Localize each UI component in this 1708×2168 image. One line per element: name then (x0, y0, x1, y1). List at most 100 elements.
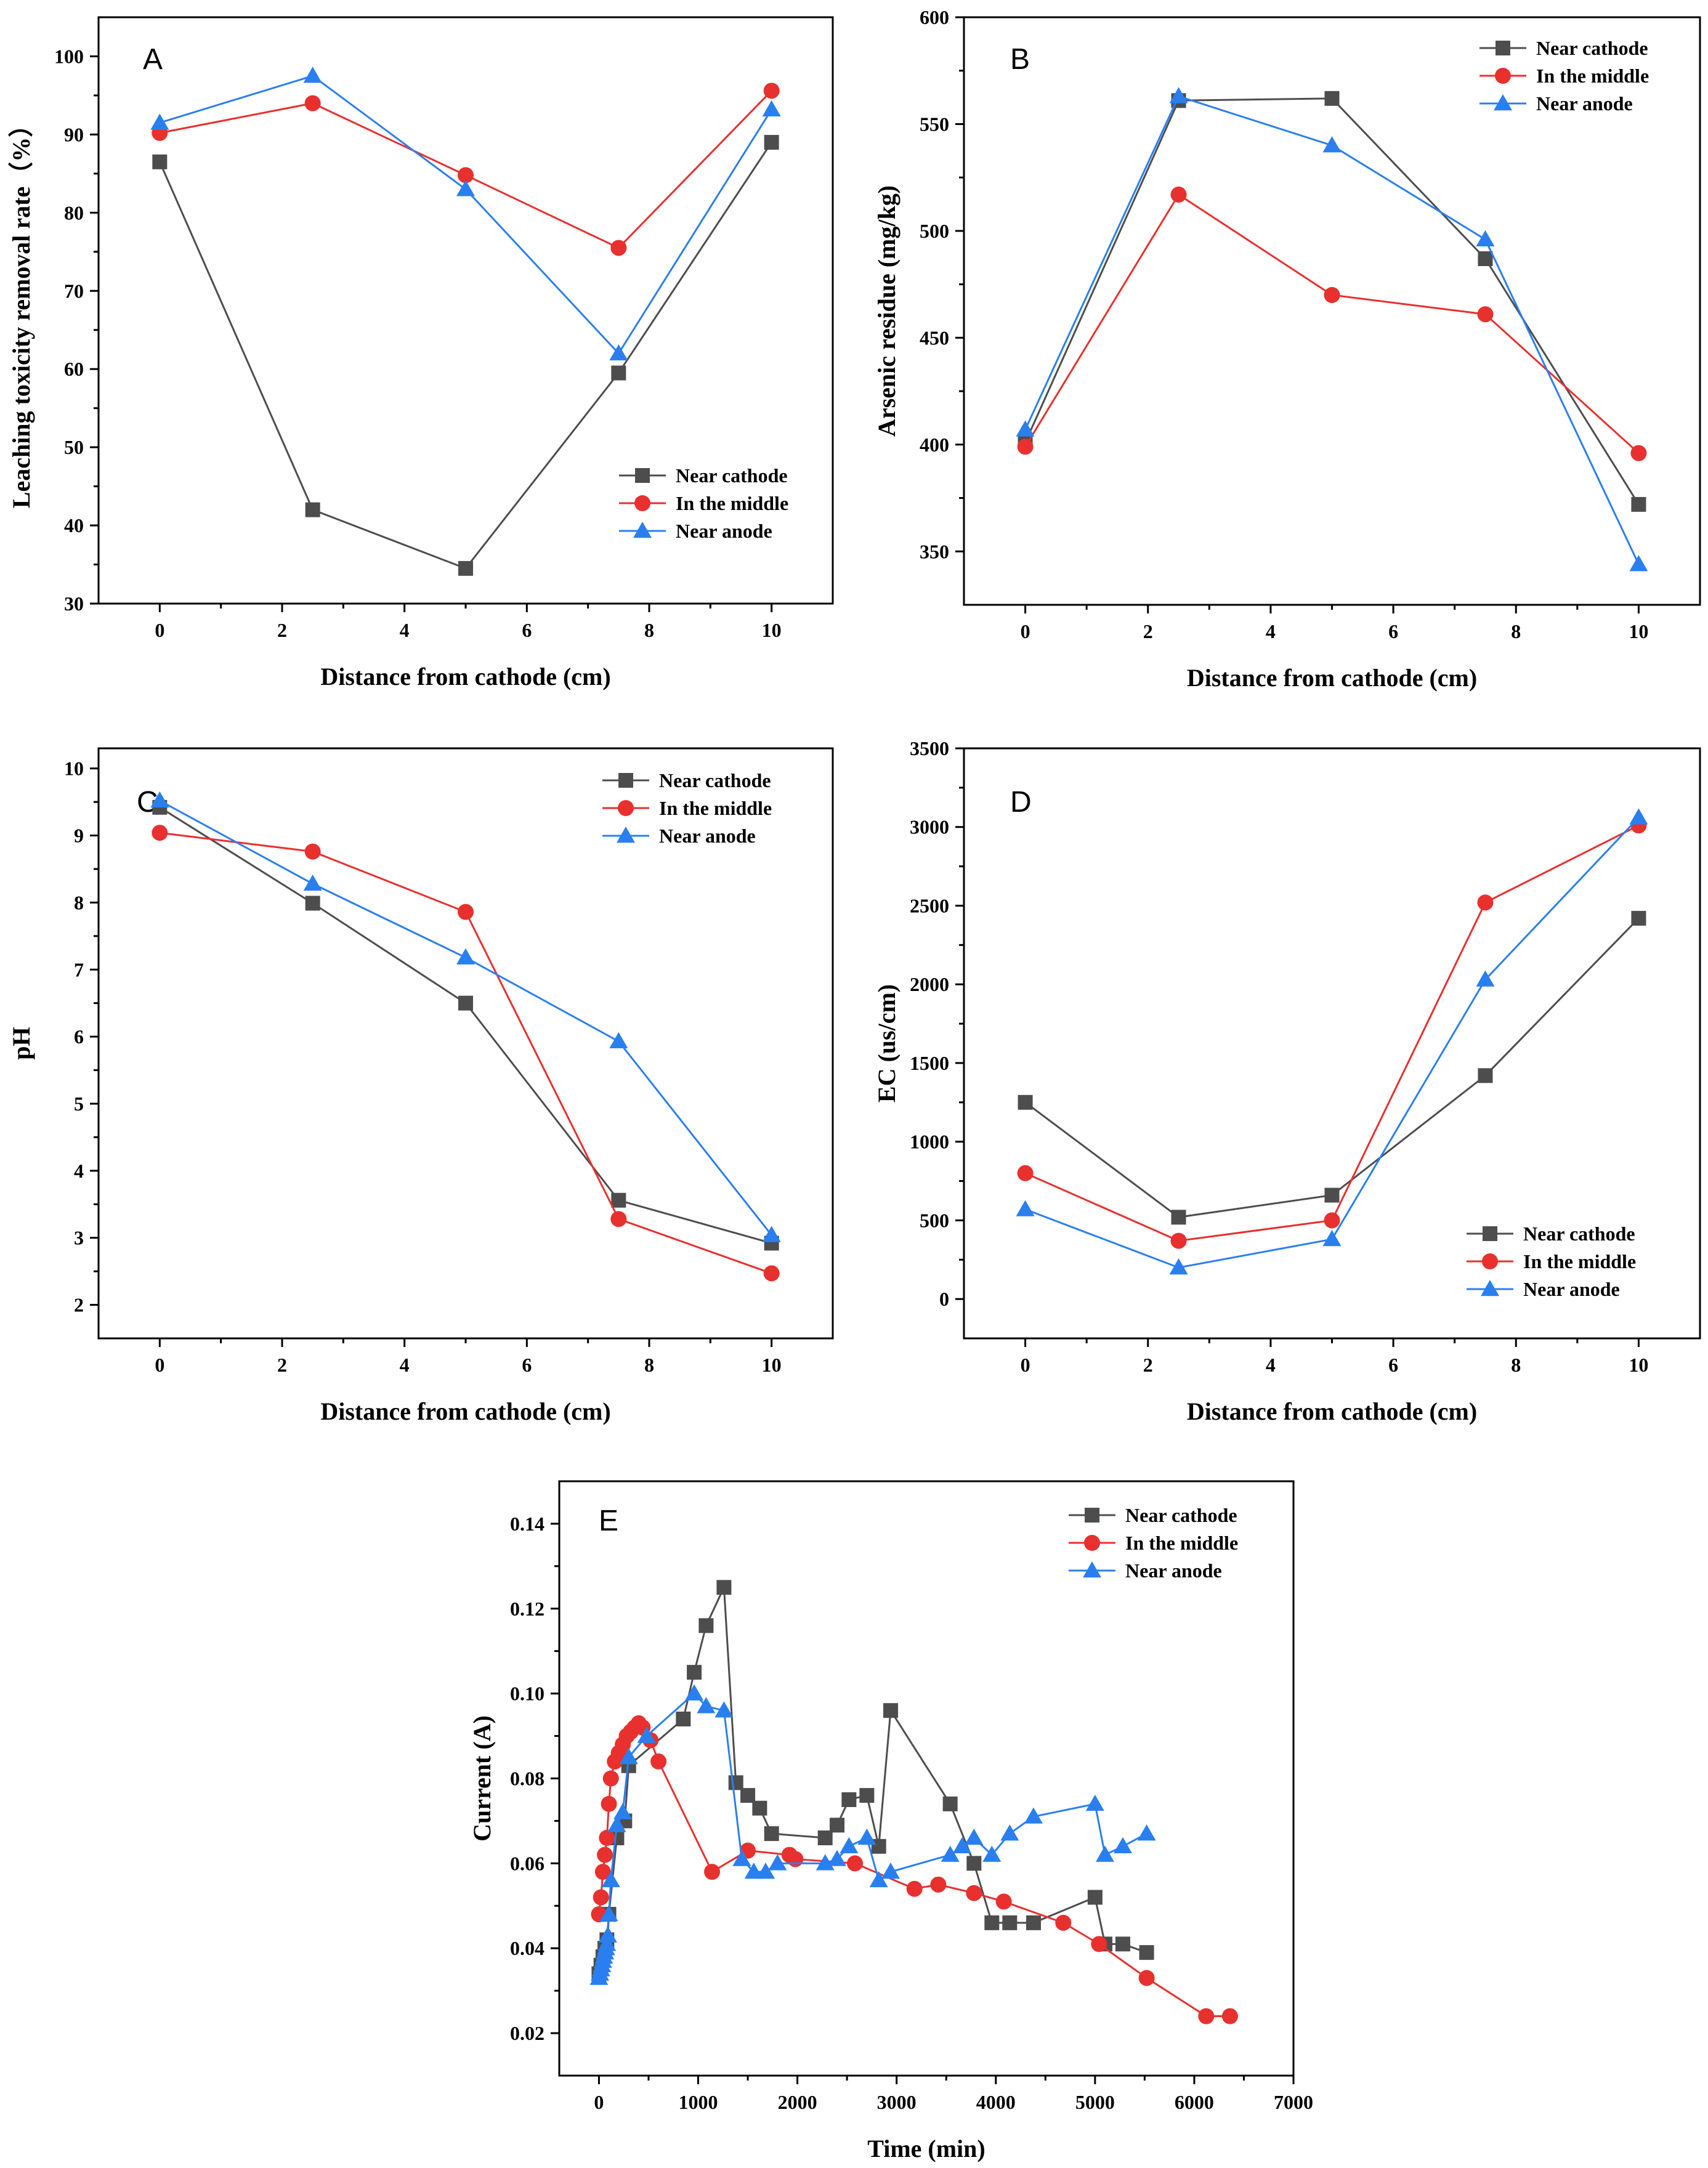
series-line (1024, 193, 1640, 454)
data-point (930, 1876, 947, 1893)
data-point (458, 995, 473, 1011)
data-point (303, 874, 322, 891)
legend-entry: In the middle (619, 492, 788, 514)
legend-entry: In the middle (1479, 65, 1649, 87)
series-near-anode (150, 791, 781, 1242)
data-point (982, 1845, 1002, 1862)
legend-marker (1481, 1280, 1499, 1296)
data-point (714, 1701, 734, 1718)
x-axis-title: Distance from cathode (cm) (1187, 1397, 1477, 1425)
data-point (305, 896, 320, 911)
data-point (1478, 251, 1493, 267)
x-tick-label: 6 (522, 1354, 532, 1376)
data-point (1477, 306, 1494, 323)
data-point (740, 1788, 756, 1803)
data-point (594, 1864, 611, 1880)
legend-entry: Near cathode (1467, 1223, 1635, 1245)
y-tick-label: 6 (74, 1025, 84, 1048)
data-point (941, 1845, 960, 1862)
data-point (1115, 1936, 1130, 1952)
legend-entry: In the middle (602, 797, 772, 819)
legend-marker (1084, 1535, 1100, 1551)
y-tick-label: 0.02 (510, 2022, 544, 2044)
series-near-anode (150, 67, 781, 361)
data-point (728, 1775, 743, 1790)
data-point (1324, 286, 1340, 303)
data-point (984, 1915, 1000, 1930)
y-tick-label: 10 (64, 758, 84, 780)
y-tick-label: 80 (64, 201, 84, 224)
data-point (152, 154, 168, 169)
panel-label: E (599, 1505, 618, 1537)
data-point (1026, 1915, 1041, 1930)
chart-panel-c: 0 2 4 6 8 10 2 3 4 5 6 7 8 9 10 Distance from cathode (… (7, 747, 834, 1425)
data-point (732, 1850, 751, 1866)
legend-entry: Near cathode (1069, 1504, 1237, 1526)
data-point (602, 1770, 619, 1787)
data-point (1017, 439, 1034, 455)
x-tick-label: 0 (155, 619, 164, 641)
data-point (1024, 1807, 1043, 1824)
data-point (304, 95, 321, 111)
y-tick-label: 90 (64, 123, 84, 145)
data-point (1171, 1210, 1186, 1225)
legend-entry: In the middle (1467, 1250, 1636, 1272)
x-tick-label: 0 (1021, 620, 1030, 642)
series-near-anode (589, 1684, 1156, 1985)
legend-entry: Near anode (1479, 92, 1633, 115)
data-point (859, 1788, 875, 1803)
data-point (1169, 87, 1188, 103)
legend-marker (618, 773, 633, 788)
data-point (952, 1837, 971, 1854)
legend-label: In the middle (659, 797, 772, 819)
x-tick-label: 6 (1388, 620, 1398, 642)
legend-label: Near cathode (1523, 1223, 1635, 1245)
legend-entry: Near cathode (602, 769, 771, 791)
data-point (1113, 1837, 1132, 1854)
legend-marker (618, 800, 634, 816)
data-point (687, 1665, 702, 1680)
x-tick-label: 8 (644, 1354, 654, 1376)
x-tick-label: 8 (1511, 1354, 1521, 1376)
data-point (456, 180, 475, 196)
data-point (883, 1703, 899, 1718)
data-point (752, 1800, 767, 1816)
data-point (1002, 1915, 1018, 1930)
data-point (1478, 1068, 1493, 1083)
x-tick-label: 4000 (976, 2091, 1016, 2113)
x-tick-label: 8 (1511, 620, 1521, 642)
data-point (1016, 1200, 1035, 1216)
y-tick-label: 400 (920, 434, 949, 456)
data-point (1095, 1845, 1114, 1862)
series-line (597, 1721, 1230, 2017)
legend-marker (633, 522, 652, 538)
y-tick-label: 70 (64, 280, 84, 302)
panel-label: B (1010, 43, 1030, 76)
data-point (995, 1893, 1012, 1910)
y-tick-label: 0.10 (510, 1683, 544, 1705)
data-point (609, 1032, 628, 1048)
data-point (906, 1880, 923, 1897)
x-tick-label: 2 (277, 619, 287, 641)
data-point (152, 825, 168, 841)
chart-panel-b: 0 2 4 6 8 10 350 400 450 500 550 600 Distance from c… (873, 6, 1701, 692)
data-point (881, 1863, 901, 1879)
data-point (1087, 1890, 1103, 1905)
legend-marker (634, 495, 650, 511)
data-point (1476, 230, 1495, 247)
y-tick-label: 3 (74, 1227, 84, 1249)
data-point (1091, 1936, 1107, 1952)
legend-marker (1083, 1561, 1101, 1578)
data-point (768, 1854, 787, 1871)
legend-marker (635, 468, 650, 483)
data-point (1630, 445, 1647, 461)
data-point (744, 1863, 763, 1879)
series-in-the-middle (1017, 817, 1647, 1249)
y-axis-title: pH (7, 1027, 35, 1059)
series-in-the-middle (152, 825, 780, 1282)
data-point (1324, 1187, 1340, 1203)
x-tick-label: 4 (400, 619, 410, 641)
data-point (676, 1712, 691, 1726)
legend-label: Near cathode (659, 769, 771, 791)
